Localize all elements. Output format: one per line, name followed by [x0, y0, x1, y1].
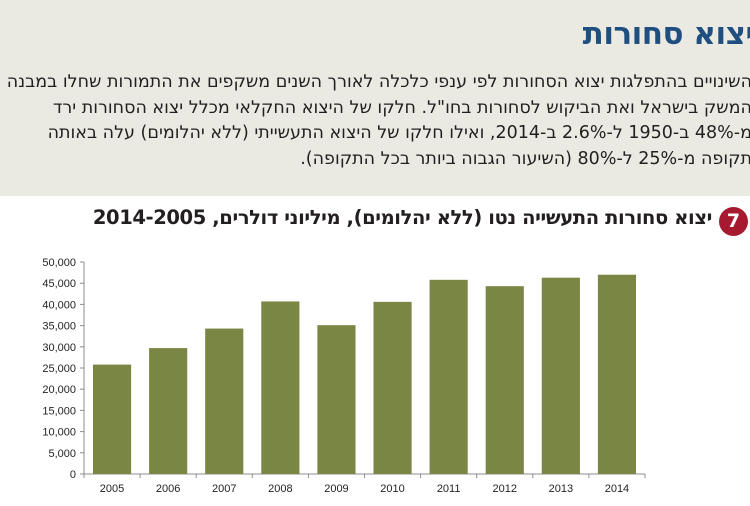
chart-title: יצוא סחורות התעשייה נטו (ללא יהלומים), מ… — [92, 206, 713, 229]
bar-2007 — [205, 328, 244, 474]
y-axis: 0 5,000 10,000 15,000 20,000 25,000 30,000 35,0… — [42, 257, 85, 481]
intro-line: מ-48% ב-1950 ל-2.6% ב-2014, ואילו חלקו ש… — [47, 123, 750, 143]
y-tick-label: 25,000 — [42, 363, 76, 375]
y-tick-label: 40,000 — [42, 299, 76, 311]
intro-section: יצוא סחורות השינויים בהתפלגות יצוא הסחור… — [0, 0, 750, 196]
y-tick-label: 10,000 — [42, 427, 76, 439]
y-tick-label: 0 — [70, 469, 76, 481]
x-axis: 2005 2006 2007 2008 2009 2010 2011 2012 2013 2014 — [83, 473, 646, 495]
y-tick-label: 30,000 — [42, 342, 76, 354]
x-tick-label: 2007 — [212, 483, 236, 495]
x-tick-label: 2014 — [605, 483, 629, 495]
x-tick-label: 2006 — [156, 483, 180, 495]
intro-line: המשק בישראל ואת הביקוש לסחורות בחו"ל. חל… — [52, 97, 750, 118]
y-tick-label: 20,000 — [42, 384, 76, 396]
chart-header: 7 יצוא סחורות התעשייה נטו (ללא יהלומים),… — [0, 204, 750, 238]
y-tick-label: 45,000 — [42, 278, 76, 290]
bar-2006 — [149, 348, 188, 474]
y-tick-label: 5,000 — [48, 448, 76, 460]
x-tick-label: 2008 — [268, 483, 292, 495]
bar-2012 — [485, 286, 524, 474]
y-tick-label: 35,000 — [42, 321, 76, 333]
x-tick-label: 2012 — [493, 483, 517, 495]
bar-2014 — [597, 274, 637, 474]
x-tick-label: 2013 — [549, 483, 573, 495]
chart-number-badge: 7 — [719, 207, 748, 236]
bar-2013 — [541, 277, 580, 474]
intro-line: השינויים בהתפלגות יצוא הסחורות לפי ענפי … — [6, 72, 750, 92]
bar-2005 — [92, 364, 132, 474]
y-tick-label: 50,000 — [42, 257, 76, 269]
x-tick-label: 2010 — [380, 483, 404, 495]
y-tick-label: 15,000 — [42, 405, 76, 417]
bar-2009 — [317, 325, 356, 474]
bar-2008 — [261, 301, 300, 474]
bar-2010 — [373, 301, 412, 474]
intro-paragraph: השינויים בהתפלגות יצוא הסחורות לפי ענפי … — [0, 70, 750, 172]
intro-line: תקופה מ-25% ל-80% (השיעור הגבוה ביותר בכ… — [300, 148, 750, 169]
x-tick-label: 2005 — [100, 483, 124, 495]
x-tick-label: 2011 — [437, 483, 461, 495]
bars — [92, 274, 637, 474]
bar-2011 — [429, 279, 468, 474]
bar-chart: 0 5,000 10,000 15,000 20,000 25,000 30,000 35,0… — [42, 257, 646, 495]
x-tick-label: 2009 — [324, 483, 348, 495]
section-heading: יצוא סחורות — [582, 16, 750, 52]
